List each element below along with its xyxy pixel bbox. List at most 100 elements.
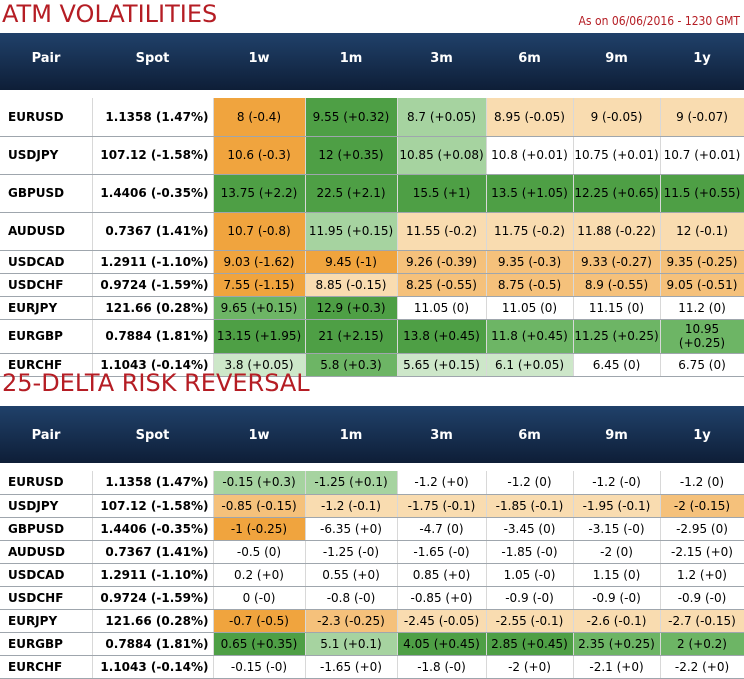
rr-cell: 2 (+0.2) — [660, 632, 744, 656]
table-row-usdcad: USDCAD 1.2911 (-1.10%) 9.03 (-1.62) 9.45… — [0, 250, 744, 274]
vol-cell: 9.55 (+0.32) — [305, 98, 398, 137]
rr-cell: -2.15 (+0) — [660, 540, 744, 564]
risk-reversal-title: 25-DELTA RISK REVERSAL — [2, 369, 310, 397]
rr-cell: -1.2 (0) — [660, 471, 744, 495]
table-row-eurusd: EURUSD 1.1358 (1.47%) -0.15 (+0.3) -1.25… — [0, 471, 744, 495]
rr-cell: 1.2 (+0) — [660, 563, 744, 587]
vol-cell: 8.85 (-0.15) — [305, 273, 398, 297]
column-header-6m: 6m — [518, 51, 541, 66]
column-header-9m: 9m — [605, 51, 628, 66]
vol-cell: 11.05 (0) — [486, 296, 574, 320]
vol-cell: 10.85 (+0.08) — [397, 136, 487, 175]
rr-cell: 0 (-0) — [213, 586, 306, 610]
pair-cell: USDJPY — [0, 136, 93, 175]
vol-cell: 6.75 (0) — [660, 353, 744, 377]
pair-cell: USDCAD — [0, 250, 93, 274]
column-header-3m: 3m — [430, 428, 453, 443]
rr-cell: 0.85 (+0) — [397, 563, 487, 587]
table-header-row: Pair Spot 1w 1m 3m 6m 9m 1y — [0, 406, 744, 463]
table-row-usdchf: USDCHF 0.9724 (-1.59%) 0 (-0) -0.8 (-0) … — [0, 586, 744, 610]
atm-volatilities-table: Pair Spot 1w 1m 3m 6m 9m 1y EURUSD 1.135… — [0, 33, 744, 377]
pair-cell: USDCAD — [0, 563, 93, 587]
vol-cell: 5.65 (+0.15) — [397, 353, 487, 377]
pair-cell: GBPUSD — [0, 517, 93, 541]
pair-cell: USDCHF — [0, 273, 93, 297]
vol-cell: 12 (+0.35) — [305, 136, 398, 175]
rr-cell: -2.55 (-0.1) — [486, 609, 574, 633]
vol-cell: 10.7 (+0.01) — [660, 136, 744, 175]
rr-cell: -2.45 (-0.05) — [397, 609, 487, 633]
column-header-1y: 1y — [693, 428, 711, 443]
vol-cell: 9.35 (-0.3) — [486, 250, 574, 274]
column-header-9m: 9m — [605, 428, 628, 443]
spot-cell: 0.7367 (1.41%) — [92, 540, 214, 564]
table-row-eurgbp: EURGBP 0.7884 (1.81%) 13.15 (+1.95) 21 (… — [0, 319, 744, 354]
vol-cell: 11.5 (+0.55) — [660, 174, 744, 213]
vol-cell: 9 (-0.05) — [573, 98, 661, 137]
pair-cell: AUDUSD — [0, 212, 93, 251]
rr-cell: 5.1 (+0.1) — [305, 632, 398, 656]
column-header-1y: 1y — [693, 51, 711, 66]
spot-cell: 0.7884 (1.81%) — [92, 632, 214, 656]
table-row-eurchf: EURCHF 1.1043 (-0.14%) -0.15 (-0) -1.65 … — [0, 655, 744, 679]
vol-cell: 11.8 (+0.45) — [486, 319, 574, 354]
vol-cell: 22.5 (+2.1) — [305, 174, 398, 213]
table-row-audusd: AUDUSD 0.7367 (1.41%) 10.7 (-0.8) 11.95 … — [0, 212, 744, 251]
rr-cell: -1.85 (-0) — [486, 540, 574, 564]
column-header-pair: Pair — [31, 51, 61, 66]
rr-cell: -2.7 (-0.15) — [660, 609, 744, 633]
vol-cell: 11.88 (-0.22) — [573, 212, 661, 251]
table-row-eurusd: EURUSD 1.1358 (1.47%) 8 (-0.4) 9.55 (+0.… — [0, 98, 744, 137]
vol-cell: 12 (-0.1) — [660, 212, 744, 251]
pair-cell: EURUSD — [0, 98, 93, 137]
vol-cell: 11.2 (0) — [660, 296, 744, 320]
rr-cell: -2.1 (+0) — [573, 655, 661, 679]
vol-cell: 10.95 (+0.25) — [660, 319, 744, 354]
vol-cell: 10.8 (+0.01) — [486, 136, 574, 175]
as-on-timestamp: As on 06/06/2016 - 1230 GMT — [578, 14, 740, 28]
vol-cell: 13.8 (+0.45) — [397, 319, 487, 354]
spot-cell: 121.66 (0.28%) — [92, 296, 214, 320]
spot-cell: 1.2911 (-1.10%) — [92, 250, 214, 274]
rr-cell: -1 (-0.25) — [213, 517, 306, 541]
rr-cell: -4.7 (0) — [397, 517, 487, 541]
vol-cell: 3.8 (+0.05) — [213, 353, 306, 377]
rr-cell: -1.2 (-0) — [573, 471, 661, 495]
rr-cell: -2.6 (-0.1) — [573, 609, 661, 633]
rr-cell: 2.35 (+0.25) — [573, 632, 661, 656]
table-row-usdjpy: USDJPY 107.12 (-1.58%) -0.85 (-0.15) -1.… — [0, 494, 744, 518]
vol-cell: 8.9 (-0.55) — [573, 273, 661, 297]
table-header-row: Pair Spot 1w 1m 3m 6m 9m 1y — [0, 33, 744, 90]
rr-cell: 1.05 (-0) — [486, 563, 574, 587]
vol-cell: 7.55 (-1.15) — [213, 273, 306, 297]
table-row-usdcad: USDCAD 1.2911 (-1.10%) 0.2 (+0) 0.55 (+0… — [0, 563, 744, 587]
vol-cell: 11.95 (+0.15) — [305, 212, 398, 251]
column-header-pair: Pair — [31, 428, 61, 443]
spot-cell: 107.12 (-1.58%) — [92, 136, 214, 175]
table-row-usdchf: USDCHF 0.9724 (-1.59%) 7.55 (-1.15) 8.85… — [0, 273, 744, 297]
rr-cell: -6.35 (+0) — [305, 517, 398, 541]
vol-cell: 8.95 (-0.05) — [486, 98, 574, 137]
vol-cell: 11.55 (-0.2) — [397, 212, 487, 251]
column-header-1w: 1w — [248, 51, 270, 66]
table-row-audusd: AUDUSD 0.7367 (1.41%) -0.5 (0) -1.25 (-0… — [0, 540, 744, 564]
pair-cell: USDCHF — [0, 586, 93, 610]
spot-cell: 0.7884 (1.81%) — [92, 319, 214, 354]
atm-volatilities-title: ATM VOLATILITIES — [2, 0, 218, 28]
spot-cell: 121.66 (0.28%) — [92, 609, 214, 633]
vol-cell: 9.26 (-0.39) — [397, 250, 487, 274]
rr-cell: -3.45 (0) — [486, 517, 574, 541]
spot-cell: 1.4406 (-0.35%) — [92, 174, 214, 213]
pair-cell: EURGBP — [0, 319, 93, 354]
table-row-usdjpy: USDJPY 107.12 (-1.58%) 10.6 (-0.3) 12 (+… — [0, 136, 744, 175]
rr-cell: -1.25 (+0.1) — [305, 471, 398, 495]
pair-cell: EURJPY — [0, 296, 93, 320]
spot-cell: 0.9724 (-1.59%) — [92, 273, 214, 297]
rr-cell: -0.8 (-0) — [305, 586, 398, 610]
vol-cell: 9.05 (-0.51) — [660, 273, 744, 297]
spot-cell: 107.12 (-1.58%) — [92, 494, 214, 518]
rr-cell: -2 (+0) — [486, 655, 574, 679]
rr-cell: -1.8 (-0) — [397, 655, 487, 679]
rr-cell: -2 (-0.15) — [660, 494, 744, 518]
rr-cell: -1.85 (-0.1) — [486, 494, 574, 518]
